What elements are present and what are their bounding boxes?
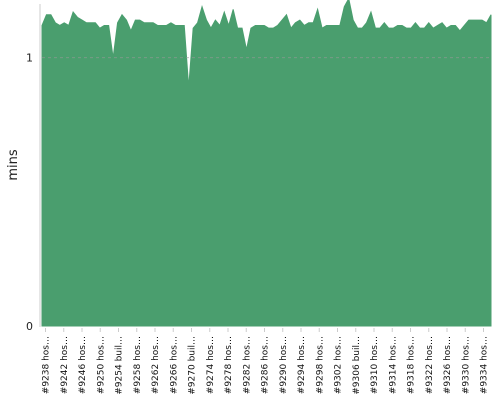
x-tick-label: #9266 hos… [169, 336, 179, 394]
area-series [41, 0, 492, 327]
y-tick-label-1: 1 [26, 52, 33, 65]
x-tick-label: #9306 buil… [352, 336, 362, 395]
x-tick-label: #9318 hos… [407, 336, 417, 394]
x-tick-label: #9310 hos… [370, 336, 380, 394]
x-tick-label: #9298 hos… [315, 336, 325, 394]
x-tick-label: #9282 hos… [242, 336, 252, 394]
x-tick-label: #9278 hos… [224, 336, 234, 394]
x-tick-label: #9258 hos… [133, 336, 143, 394]
x-tick-label: #9242 hos… [60, 336, 70, 394]
x-tick-label: #9274 hos… [206, 336, 216, 394]
x-tick-label: #9302 hos… [334, 336, 344, 394]
x-tick-label: #9294 hos… [297, 336, 307, 394]
x-tick-label: #9326 hos… [443, 336, 453, 394]
x-tick-label: #9330 hos… [461, 336, 471, 394]
x-tick-label: #9290 hos… [279, 336, 289, 394]
x-tick-label: #9238 hos… [42, 336, 52, 394]
y-axis-label: mins [6, 149, 21, 181]
x-tick-label: #9322 hos… [425, 336, 435, 394]
x-tick-label: #9286 hos… [261, 336, 271, 394]
x-tick-label: #9270 buil… [188, 336, 198, 395]
x-tick-label: #9262 hos… [151, 336, 161, 394]
y-tick-label-0: 0 [26, 320, 33, 333]
x-tick-label: #9314 hos… [388, 336, 398, 394]
x-tick-label: #9250 hos… [96, 336, 106, 394]
x-axis: #9238 hos… #9242 hos… #9246 hos… #9250 hos…… [42, 328, 490, 395]
x-tick-label: #9246 hos… [78, 336, 88, 394]
x-tick-label: #9254 buil… [115, 336, 125, 395]
x-tick-label: #9334 hos… [480, 336, 490, 394]
